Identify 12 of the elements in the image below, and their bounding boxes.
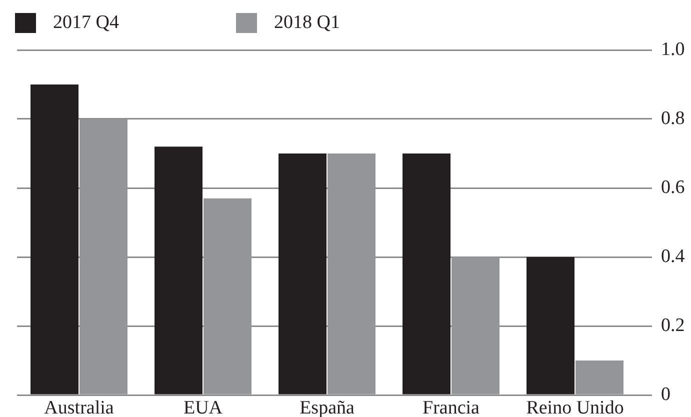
legend-label: 2017 Q4 <box>53 12 120 33</box>
x-tick-label: Reino Unido <box>526 397 624 417</box>
y-tick-label: 0 <box>661 384 670 405</box>
y-tick-label: 0.8 <box>661 108 685 129</box>
y-tick-label: 1.0 <box>661 38 685 60</box>
legend-label: 2018 Q1 <box>274 12 340 33</box>
y-tick-label: 0.2 <box>661 314 685 336</box>
x-tick-label: Francia <box>422 397 480 417</box>
x-tick-label: EUA <box>183 397 223 417</box>
x-tick-label: Australia <box>44 397 114 417</box>
y-tick-label: 0.6 <box>661 176 685 198</box>
y-tick-label: 0.4 <box>661 246 686 267</box>
